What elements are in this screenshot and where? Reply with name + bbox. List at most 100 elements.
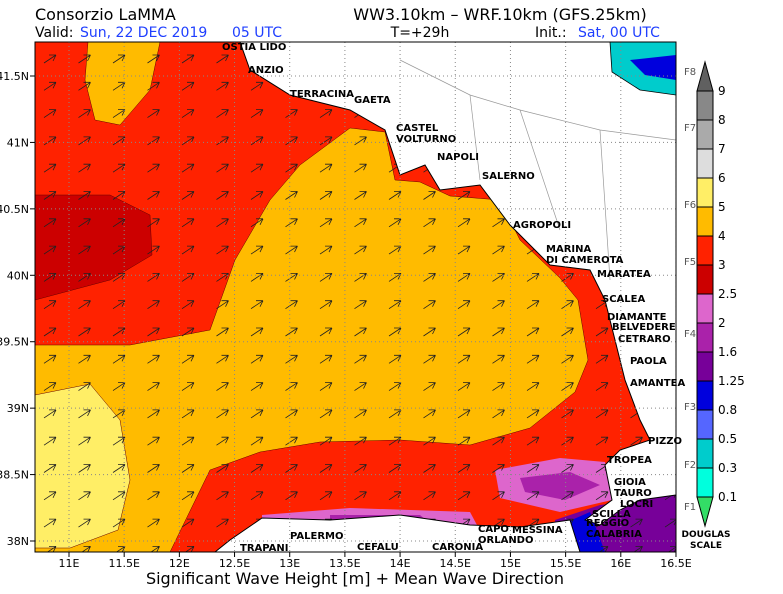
place-name: GAETA bbox=[354, 95, 391, 106]
colorbar-label: 0.8 bbox=[718, 403, 737, 417]
colorbar-label: 8 bbox=[718, 113, 726, 127]
lon-tick-label: 12.5E bbox=[219, 557, 250, 570]
place-name: TAURO bbox=[614, 488, 652, 499]
lon-tick-label: 13.5E bbox=[329, 557, 360, 570]
lat-tick-label: 41.5N bbox=[0, 70, 29, 83]
graticule bbox=[35, 42, 676, 552]
colorbar-band bbox=[696, 119, 714, 150]
place-name: PIZZO bbox=[648, 436, 682, 447]
colorbar-band bbox=[696, 293, 714, 324]
douglas-label: F6 bbox=[684, 200, 696, 211]
place-name: SCILLA bbox=[592, 509, 631, 520]
douglas-label: F3 bbox=[684, 402, 696, 413]
colorbar-band bbox=[696, 206, 714, 237]
douglas-label: F4 bbox=[684, 329, 696, 340]
colorbar-band bbox=[696, 235, 714, 266]
colorbar-label: 7 bbox=[718, 142, 726, 156]
colorbar-label: 4 bbox=[718, 229, 726, 243]
colorbar-band bbox=[696, 438, 714, 469]
map-area bbox=[35, 42, 676, 552]
colorbar-arrow-bottom bbox=[696, 496, 714, 528]
place-name: CEFALU bbox=[357, 542, 399, 553]
valid-time: 05 UTC bbox=[232, 25, 282, 41]
land-italy bbox=[239, 42, 676, 526]
sea-yellow bbox=[35, 383, 131, 549]
colorbar-label: 0.5 bbox=[718, 432, 737, 446]
douglas-label: F5 bbox=[684, 257, 696, 268]
place-name: CETRARO bbox=[618, 334, 671, 345]
colorbar-band bbox=[696, 409, 714, 440]
lat-tick-label: 40N bbox=[7, 269, 29, 282]
colorbar-label: 2 bbox=[718, 316, 726, 330]
douglas-scale-label: SCALE bbox=[690, 541, 722, 551]
place-name: TRAPANI bbox=[240, 543, 289, 554]
colorbar-label: 2.5 bbox=[718, 287, 737, 301]
lat-tick-label: 40.5N bbox=[0, 203, 29, 216]
arrow-field bbox=[43, 54, 676, 552]
colorbar-band bbox=[696, 322, 714, 353]
init-label: Init.: bbox=[535, 25, 567, 41]
place-name: SCALEA bbox=[602, 294, 645, 305]
douglas-label: F2 bbox=[684, 460, 696, 471]
wave-arrows bbox=[43, 54, 676, 552]
sea-orange bbox=[35, 127, 589, 552]
place-name: NAPOLI bbox=[437, 152, 479, 163]
place-name: VOLTURNO bbox=[396, 134, 456, 145]
colorbar-label: 9 bbox=[718, 84, 726, 98]
place-name: CAPO bbox=[478, 524, 509, 535]
colorbar-band bbox=[696, 90, 714, 121]
colorbar-label: 0.3 bbox=[718, 461, 737, 475]
colorbar-band bbox=[696, 351, 714, 382]
place-name: ORLANDO bbox=[478, 535, 533, 546]
place-name: MESSINA bbox=[512, 525, 563, 536]
colorbar-label: 1.6 bbox=[718, 345, 737, 359]
colorbar-label: 6 bbox=[718, 171, 726, 185]
colorbar-label: 3 bbox=[718, 258, 726, 272]
sea-purple bbox=[520, 472, 600, 500]
valid-label: Valid: bbox=[35, 25, 73, 41]
sea-adriatic-blue bbox=[630, 55, 676, 80]
lon-tick-label: 15E bbox=[500, 557, 521, 570]
lon-tick-label: 14.5E bbox=[440, 557, 471, 570]
place-name: ANZIO bbox=[248, 65, 284, 76]
colorbar-band bbox=[696, 467, 714, 498]
place-name: TROPEA bbox=[607, 455, 652, 466]
place-name: CARONIA bbox=[432, 542, 483, 553]
model: WW3.10km – WRF.10km (GFS.25km) bbox=[353, 5, 647, 24]
lon-tick-label: 11E bbox=[59, 557, 80, 570]
colorbar-band bbox=[696, 380, 714, 411]
douglas-label: F1 bbox=[684, 502, 696, 513]
douglas-scale-label: DOUGLAS bbox=[682, 530, 731, 540]
lon-tick-label: 13E bbox=[279, 557, 300, 570]
lon-tick-label: 11.5E bbox=[108, 557, 139, 570]
init-value: Sat, 00 UTC bbox=[578, 25, 660, 41]
colorbar-label: 0.1 bbox=[718, 490, 737, 504]
place-name: MARATEA bbox=[597, 269, 651, 280]
place-name: SALERNO bbox=[482, 171, 535, 182]
lon-tick-label: 12E bbox=[169, 557, 190, 570]
valid-date: Sun, 22 DEC 2019 bbox=[80, 25, 207, 41]
place-name: GIOIA bbox=[614, 477, 646, 488]
place-name: LOCRI bbox=[620, 499, 653, 510]
place-name: DIAMANTE bbox=[607, 312, 667, 323]
colorbar-label: 1.25 bbox=[718, 374, 745, 388]
place-name: AGROPOLI bbox=[513, 220, 571, 231]
place-name: PALERMO bbox=[290, 531, 344, 542]
place-name: REGGIO bbox=[586, 518, 629, 529]
place-name: OSTIA LIDO bbox=[222, 42, 286, 53]
place-name: BELVEDERE bbox=[612, 322, 676, 333]
region-borders bbox=[399, 59, 676, 281]
place-name: CASTEL bbox=[396, 123, 439, 134]
place-name: TERRACINA bbox=[290, 89, 354, 100]
douglas-label: F7 bbox=[684, 123, 696, 134]
lat-tick-label: 39N bbox=[7, 402, 29, 415]
place-name: MARINA bbox=[546, 244, 591, 255]
map-frame bbox=[34, 41, 677, 553]
colorbar-label: 5 bbox=[718, 200, 726, 214]
colorbar-band bbox=[696, 177, 714, 208]
lat-tick-label: 39.5N bbox=[0, 336, 29, 349]
lon-tick-label: 16.5E bbox=[660, 557, 691, 570]
place-name: CALABRIA bbox=[586, 529, 642, 540]
labels: 11E 11.5E 12E 12.5E 13E 13.5E 14E 14.5E 15E 15.5E… bbox=[0, 42, 745, 570]
